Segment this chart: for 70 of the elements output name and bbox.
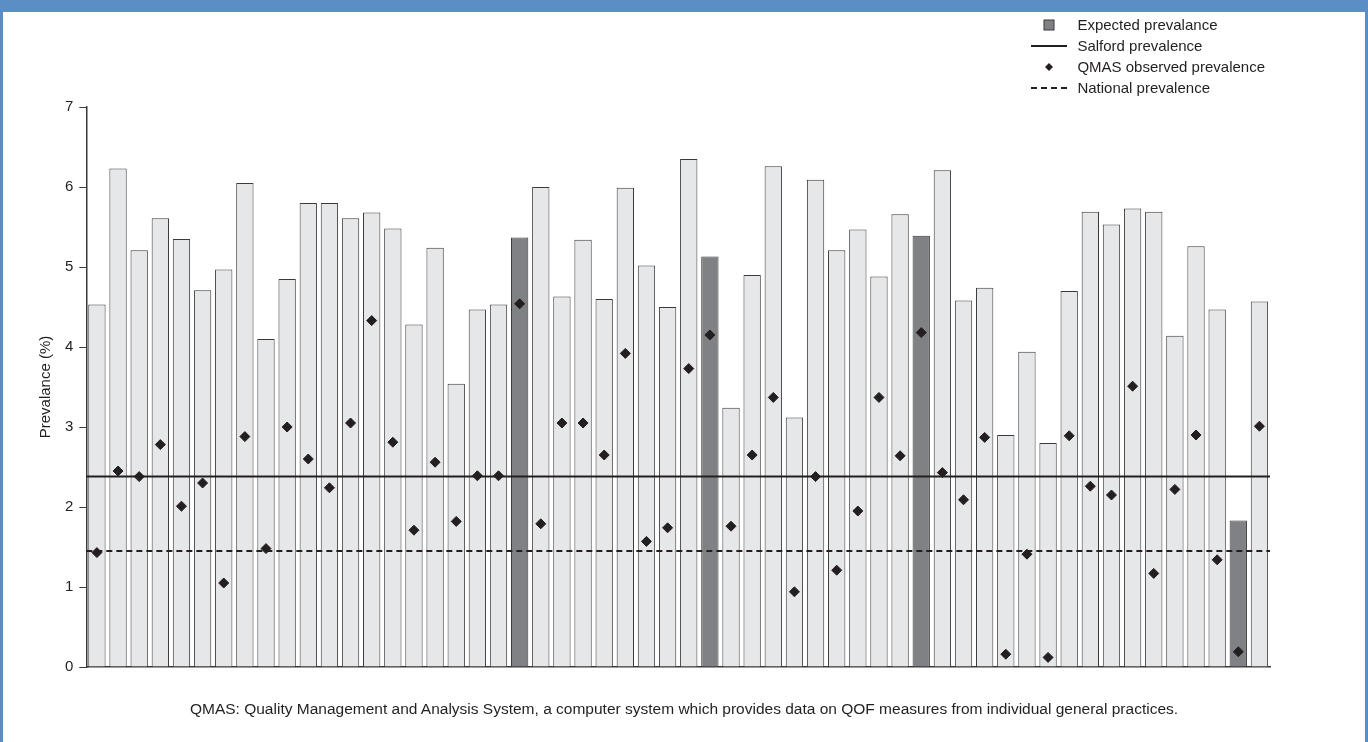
point [429, 456, 441, 468]
point [788, 586, 800, 598]
point [556, 417, 568, 429]
y-tick-label: 0 [65, 657, 74, 675]
point [1063, 430, 1075, 442]
y-tick-label: 4 [65, 337, 74, 355]
point [725, 520, 737, 532]
point [302, 453, 314, 465]
point [619, 347, 631, 359]
point [1211, 554, 1223, 566]
point [154, 439, 166, 451]
point [514, 298, 526, 310]
point [1148, 567, 1160, 579]
point [450, 515, 462, 527]
point [133, 471, 145, 483]
point [197, 477, 209, 489]
point [260, 543, 272, 555]
point [894, 450, 906, 462]
point [1232, 646, 1244, 658]
point [493, 470, 505, 482]
legend-label: National prevalence [1077, 79, 1210, 96]
point [387, 436, 399, 448]
point [175, 500, 187, 512]
point [471, 470, 483, 482]
point [408, 524, 420, 536]
y-tick-label: 3 [65, 417, 74, 435]
point [218, 577, 230, 589]
point [112, 465, 124, 477]
point [852, 505, 864, 517]
point [598, 449, 610, 461]
text: QMAS: Quality Management and Analysis System, a computer system which provides data on QOF measures from individual general practices. [188, 700, 1180, 718]
point [1084, 480, 1096, 492]
point [345, 417, 357, 429]
point [958, 494, 970, 506]
point [1169, 483, 1181, 495]
y-axis-title: Prevalance (%) [36, 335, 54, 439]
point [366, 315, 378, 327]
y-tick-label: 6 [65, 177, 74, 195]
point [1253, 420, 1265, 432]
point [91, 547, 103, 559]
y-tick-label: 1 [65, 577, 74, 595]
y-tick-label: 7 [65, 97, 74, 115]
point [1000, 648, 1012, 660]
point [239, 431, 251, 443]
point [1105, 489, 1117, 501]
point [1021, 548, 1033, 560]
point [1127, 380, 1139, 392]
point [936, 467, 948, 479]
point [873, 391, 885, 403]
point [746, 449, 758, 461]
point [1190, 429, 1202, 441]
point [704, 329, 716, 341]
point [640, 535, 652, 547]
point [915, 327, 927, 339]
legend-label: QMAS observed prevalence [1077, 58, 1265, 75]
legend-label: Salford prevalence [1077, 37, 1203, 54]
point [535, 518, 547, 530]
point [979, 431, 991, 443]
y-tick-label: 5 [65, 257, 74, 275]
legend-label: Expected prevalance [1077, 16, 1218, 33]
point [683, 363, 695, 375]
point [662, 522, 674, 534]
point [767, 391, 779, 403]
point [323, 482, 335, 494]
point [577, 417, 589, 429]
point [810, 471, 822, 483]
point [831, 564, 843, 576]
point [1042, 651, 1054, 663]
y-tick-label: 2 [65, 497, 74, 515]
point [281, 421, 293, 433]
